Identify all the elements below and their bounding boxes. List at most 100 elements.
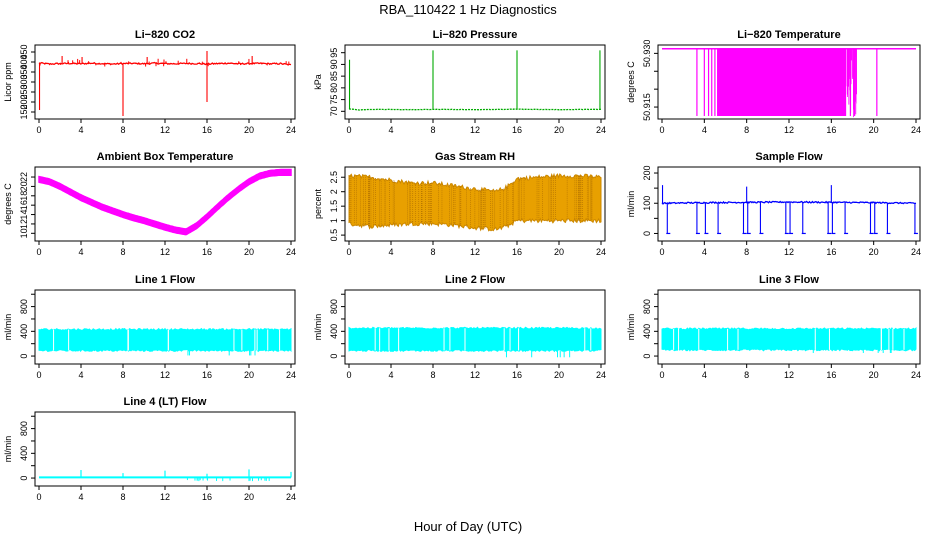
y-tick-label: 400 xyxy=(19,324,29,339)
x-tick-label: 20 xyxy=(554,370,564,380)
series-band xyxy=(348,326,602,353)
x-tick-label: 20 xyxy=(244,370,254,380)
x-tick-label: 20 xyxy=(869,247,879,257)
y-tick-label: 2 xyxy=(329,189,339,194)
x-tick-label: 0 xyxy=(659,125,664,135)
y-tick-label: 22 xyxy=(19,172,29,182)
x-tick-label: 16 xyxy=(512,125,522,135)
x-axis-label: Hour of Day (UTC) xyxy=(414,519,522,534)
y-tick-label: 10 xyxy=(19,228,29,238)
y-tick-label: 100 xyxy=(642,196,652,211)
plot-area xyxy=(661,326,917,353)
x-tick-label: 4 xyxy=(702,247,707,257)
y-tick-label: 1 xyxy=(329,218,339,223)
x-tick-label: 12 xyxy=(470,247,480,257)
y-tick-label: 300 xyxy=(19,74,29,89)
x-tick-label: 12 xyxy=(784,247,794,257)
x-tick-label: 4 xyxy=(388,125,393,135)
panel-co2: Li−820 CO2 0 4 8 12 16 20 24 1502002503003504004… xyxy=(3,29,296,135)
y-axis-label: degrees C xyxy=(626,61,636,103)
y-tick-label: 90 xyxy=(329,59,339,69)
y-tick-label: 400 xyxy=(329,324,339,339)
x-tick-label: 8 xyxy=(430,125,435,135)
x-tick-label: 0 xyxy=(36,125,41,135)
x-tick-label: 12 xyxy=(784,370,794,380)
x-tick-label: 16 xyxy=(826,370,836,380)
x-tick-label: 24 xyxy=(911,247,921,257)
x-tick-label: 4 xyxy=(702,370,707,380)
plot-area xyxy=(661,185,918,235)
y-tick-label: 150 xyxy=(19,104,29,119)
x-tick-label: 20 xyxy=(554,125,564,135)
x-tick-label: 8 xyxy=(120,492,125,502)
panel-title: Sample Flow xyxy=(755,151,823,163)
y-tick-label: 0.5 xyxy=(329,229,339,242)
x-tick-label: 8 xyxy=(120,125,125,135)
x-tick-label: 16 xyxy=(512,370,522,380)
y-tick-label: 800 xyxy=(329,299,339,314)
x-tick-label: 20 xyxy=(244,492,254,502)
x-tick-label: 20 xyxy=(554,247,564,257)
series-line xyxy=(38,61,292,66)
x-tick-label: 24 xyxy=(596,125,606,135)
x-tick-label: 4 xyxy=(78,370,83,380)
x-tick-label: 20 xyxy=(244,125,254,135)
y-tick-label: 2.5 xyxy=(329,171,339,184)
x-tick-label: 12 xyxy=(160,370,170,380)
y-tick-label: 350 xyxy=(19,64,29,79)
series-line xyxy=(661,200,917,205)
x-tick-label: 4 xyxy=(388,247,393,257)
x-tick-label: 4 xyxy=(78,492,83,502)
panel-title: Line 1 Flow xyxy=(135,274,195,286)
x-tick-label: 8 xyxy=(120,247,125,257)
plot-area xyxy=(348,172,602,232)
y-tick-label: 20 xyxy=(19,181,29,191)
y-axis-label: degrees C xyxy=(3,183,13,225)
x-tick-label: 24 xyxy=(286,492,296,502)
series-band xyxy=(348,172,602,232)
x-tick-label: 8 xyxy=(430,247,435,257)
y-tick-label: 50.930 xyxy=(642,40,652,68)
series-band xyxy=(661,326,917,352)
plot-area xyxy=(39,469,292,482)
panel-line2: Line 2 Flow 0 4 8 12 16 20 24 0 400 800 ml/min xyxy=(313,274,606,380)
panel-line3: Line 3 Flow 0 4 8 12 16 20 24 0 400 800 ml/min xyxy=(626,274,921,380)
x-tick-label: 24 xyxy=(286,125,296,135)
x-tick-label: 12 xyxy=(160,247,170,257)
x-tick-label: 16 xyxy=(512,247,522,257)
plot-frame xyxy=(344,44,606,120)
plot-area xyxy=(662,47,916,118)
y-tick-label: 0 xyxy=(329,354,339,359)
y-tick-label: 14 xyxy=(19,210,29,220)
x-tick-label: 24 xyxy=(911,370,921,380)
x-tick-label: 8 xyxy=(744,247,749,257)
x-tick-label: 0 xyxy=(659,247,664,257)
y-tick-label: 0 xyxy=(19,476,29,481)
y-tick-label: 400 xyxy=(19,54,29,69)
x-tick-label: 8 xyxy=(430,370,435,380)
y-tick-label: 0 xyxy=(19,354,29,359)
panel-line1: Line 1 Flow 0 4 8 12 16 20 24 0 400 800 ml/min xyxy=(3,274,296,380)
y-tick-label: 1.5 xyxy=(329,200,339,213)
figure-title: RBA_110422 1 Hz Diagnostics xyxy=(379,2,557,17)
y-axis-label: ml/min xyxy=(626,191,636,218)
plot-frame xyxy=(344,289,606,365)
x-tick-label: 4 xyxy=(702,125,707,135)
y-tick-label: 200 xyxy=(642,166,652,181)
y-tick-label: 0 xyxy=(642,354,652,359)
y-tick-label: 80 xyxy=(329,83,339,93)
panel-title: Line 2 Flow xyxy=(445,274,505,286)
x-tick-label: 16 xyxy=(826,125,836,135)
panel-title: Ambient Box Temperature xyxy=(97,151,234,163)
y-tick-label: 400 xyxy=(642,324,652,339)
x-tick-label: 24 xyxy=(911,125,921,135)
x-tick-label: 0 xyxy=(36,370,41,380)
x-tick-label: 8 xyxy=(120,370,125,380)
x-tick-label: 20 xyxy=(869,125,879,135)
y-tick-label: 800 xyxy=(19,421,29,436)
y-tick-label: 85 xyxy=(329,71,339,81)
y-tick-label: 16 xyxy=(19,200,29,210)
y-axis-label: ml/min xyxy=(3,314,13,341)
x-tick-label: 20 xyxy=(869,370,879,380)
